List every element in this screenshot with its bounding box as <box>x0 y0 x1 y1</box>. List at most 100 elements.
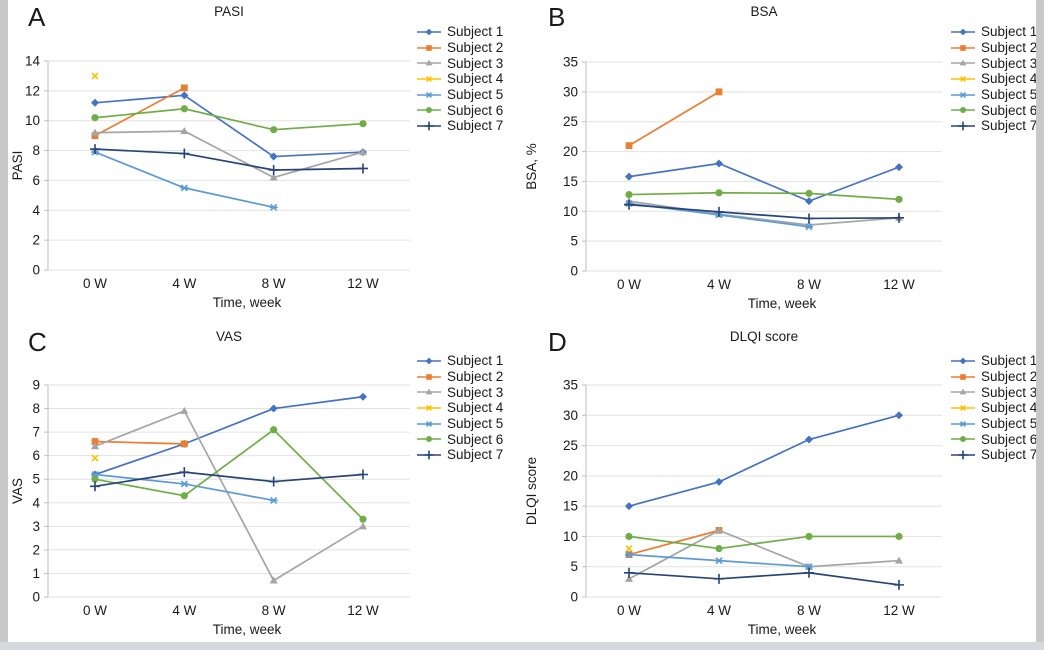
series-subject-3-line <box>628 529 900 580</box>
y-tick-label: 4 <box>32 203 40 218</box>
legend-item-subject-3: Subject 3 <box>950 55 1037 71</box>
subject-2-marker-icon <box>951 44 975 51</box>
subject-5-marker <box>180 480 189 488</box>
subject-5-marker <box>805 563 813 571</box>
legend-item-subject-1: Subject 1 <box>950 353 1037 369</box>
subject-1-marker-icon <box>951 357 975 365</box>
subject-5-marker-icon <box>417 420 441 427</box>
subject-7-marker <box>804 213 814 224</box>
y-tick-label: 0 <box>570 264 578 279</box>
subject-6-marker <box>805 189 813 197</box>
panel-a-plot: 0 2 4 6 8 10 12 14 PASI PASI 0 W 4 W 8 W 12 W Time, we… <box>10 4 410 310</box>
y-tick-label: 15 <box>563 499 578 514</box>
panel-title: DLQI score <box>730 329 798 344</box>
subject-1-marker-icon <box>417 357 441 365</box>
y-tick-label: 10 <box>563 529 578 544</box>
subject-3-marker <box>180 406 189 414</box>
x-tick-label: 8 W <box>262 276 286 291</box>
y-tick-label: 8 <box>32 143 40 158</box>
x-tick-label: 8 W <box>262 603 286 618</box>
y-tick-label: 14 <box>25 54 41 69</box>
x-axis-label: Time, week <box>748 296 817 311</box>
y-axis-label: PASI <box>10 151 25 181</box>
subject-6-marker-icon <box>951 436 975 443</box>
x-axis-label: Time, week <box>748 622 817 637</box>
x-tick-label: 8 W <box>797 277 821 292</box>
subject-3-marker <box>91 128 99 136</box>
subject-5-marker-icon <box>951 420 975 427</box>
subject-5-legend-marker <box>959 420 967 427</box>
subject-6-marker <box>715 544 723 553</box>
subject-5-marker <box>269 203 278 211</box>
y-tick-label: 10 <box>25 113 40 128</box>
legend-label: Subject 1 <box>981 24 1038 40</box>
legend-item-subject-3: Subject 3 <box>416 55 503 71</box>
subject-7-marker <box>358 163 368 174</box>
subject-3-marker-icon <box>417 59 441 66</box>
legend-item-subject-7: Subject 7 <box>416 447 503 463</box>
series-subject-1-line <box>628 414 900 507</box>
series-subject-6-line <box>628 535 899 550</box>
legend-item-subject-5: Subject 5 <box>416 416 503 432</box>
subject-5-marker <box>715 557 723 565</box>
x-tick-label: 0 W <box>83 276 107 291</box>
legend-label: Subject 5 <box>981 87 1038 103</box>
legend-label: Subject 4 <box>981 71 1038 87</box>
subject-7-marker <box>624 567 634 578</box>
x-tick-label: 0 W <box>617 277 641 292</box>
legend-label: Subject 6 <box>447 431 504 447</box>
panel-d: D 0 5 10 15 20 25 30 35 DLQI score DLQI score 0 W 4… <box>522 325 1038 650</box>
subject-5-legend-marker <box>425 420 433 427</box>
subject-7-marker <box>714 206 724 217</box>
subject-6-marker <box>359 120 367 128</box>
x-tick-label: 0 W <box>617 603 641 618</box>
subject-5-marker-icon <box>417 91 441 98</box>
y-tick-label: 2 <box>32 233 40 248</box>
subject-1-marker <box>895 163 903 172</box>
series-subject-2-line <box>628 91 720 147</box>
legend-item-subject-1: Subject 1 <box>416 353 503 369</box>
subject-4-marker <box>625 544 633 553</box>
series-subject-2-line <box>94 87 185 137</box>
series-subject-6-line <box>94 428 364 520</box>
subject-6-marker <box>91 114 99 122</box>
subject-4-legend-marker <box>960 75 966 82</box>
legend-item-subject-5: Subject 5 <box>416 87 503 103</box>
legend-item-subject-4: Subject 4 <box>950 400 1037 416</box>
y-tick-label: 25 <box>563 114 578 129</box>
subject-1-marker-icon <box>951 28 975 36</box>
x-tick-label: 12 W <box>347 276 379 291</box>
legend-item-subject-3: Subject 3 <box>950 384 1037 400</box>
subject-5-legend-marker <box>959 91 967 98</box>
subject-6-marker <box>895 532 903 541</box>
subject-6-legend-marker <box>426 107 432 114</box>
panel-c-legend: Subject 1 Subject 2 Subject 3 Subject 4 Subj… <box>416 353 503 463</box>
panel-b-plot: 0 5 10 15 20 25 30 35 BSA BSA, % 0 W 4 W 8 W 12 W Time… <box>524 4 942 311</box>
legend-label: Subject 5 <box>981 416 1038 432</box>
subject-2-marker-icon <box>417 44 441 51</box>
subject-7-marker <box>894 212 904 223</box>
panel-c: C 0 1 2 3 4 5 6 7 8 9 VAS VAS 0 W 4 W 8 W 12 W Time, wee… <box>8 325 522 650</box>
x-axis-label: Time, week <box>213 622 282 637</box>
subject-7-marker <box>268 476 279 487</box>
legend-label: Subject 6 <box>447 102 504 118</box>
legend-label: Subject 4 <box>447 400 504 416</box>
subject-2-marker-icon <box>951 373 975 380</box>
subject-7-marker-icon <box>417 121 441 131</box>
subject-6-marker <box>895 195 903 203</box>
frame-right <box>1036 0 1044 650</box>
panel-c-plot: 0 1 2 3 4 5 6 7 8 9 VAS VAS 0 W 4 W 8 W 12 W Time, week <box>10 329 410 637</box>
panel-title: VAS <box>216 329 242 344</box>
subject-1-legend-marker <box>425 357 433 365</box>
subject-5-marker <box>269 496 278 504</box>
subject-1-legend-marker <box>425 28 433 36</box>
subject-7-marker <box>268 164 279 175</box>
legend-item-subject-6: Subject 6 <box>950 102 1037 118</box>
series-subject-6-line <box>628 191 900 201</box>
subject-7-marker <box>179 467 190 478</box>
subject-6-marker <box>715 189 723 197</box>
subject-6-marker <box>270 126 278 134</box>
legend-item-subject-2: Subject 2 <box>416 369 503 385</box>
legend-label: Subject 5 <box>447 87 504 103</box>
legend-label: Subject 7 <box>447 118 504 134</box>
